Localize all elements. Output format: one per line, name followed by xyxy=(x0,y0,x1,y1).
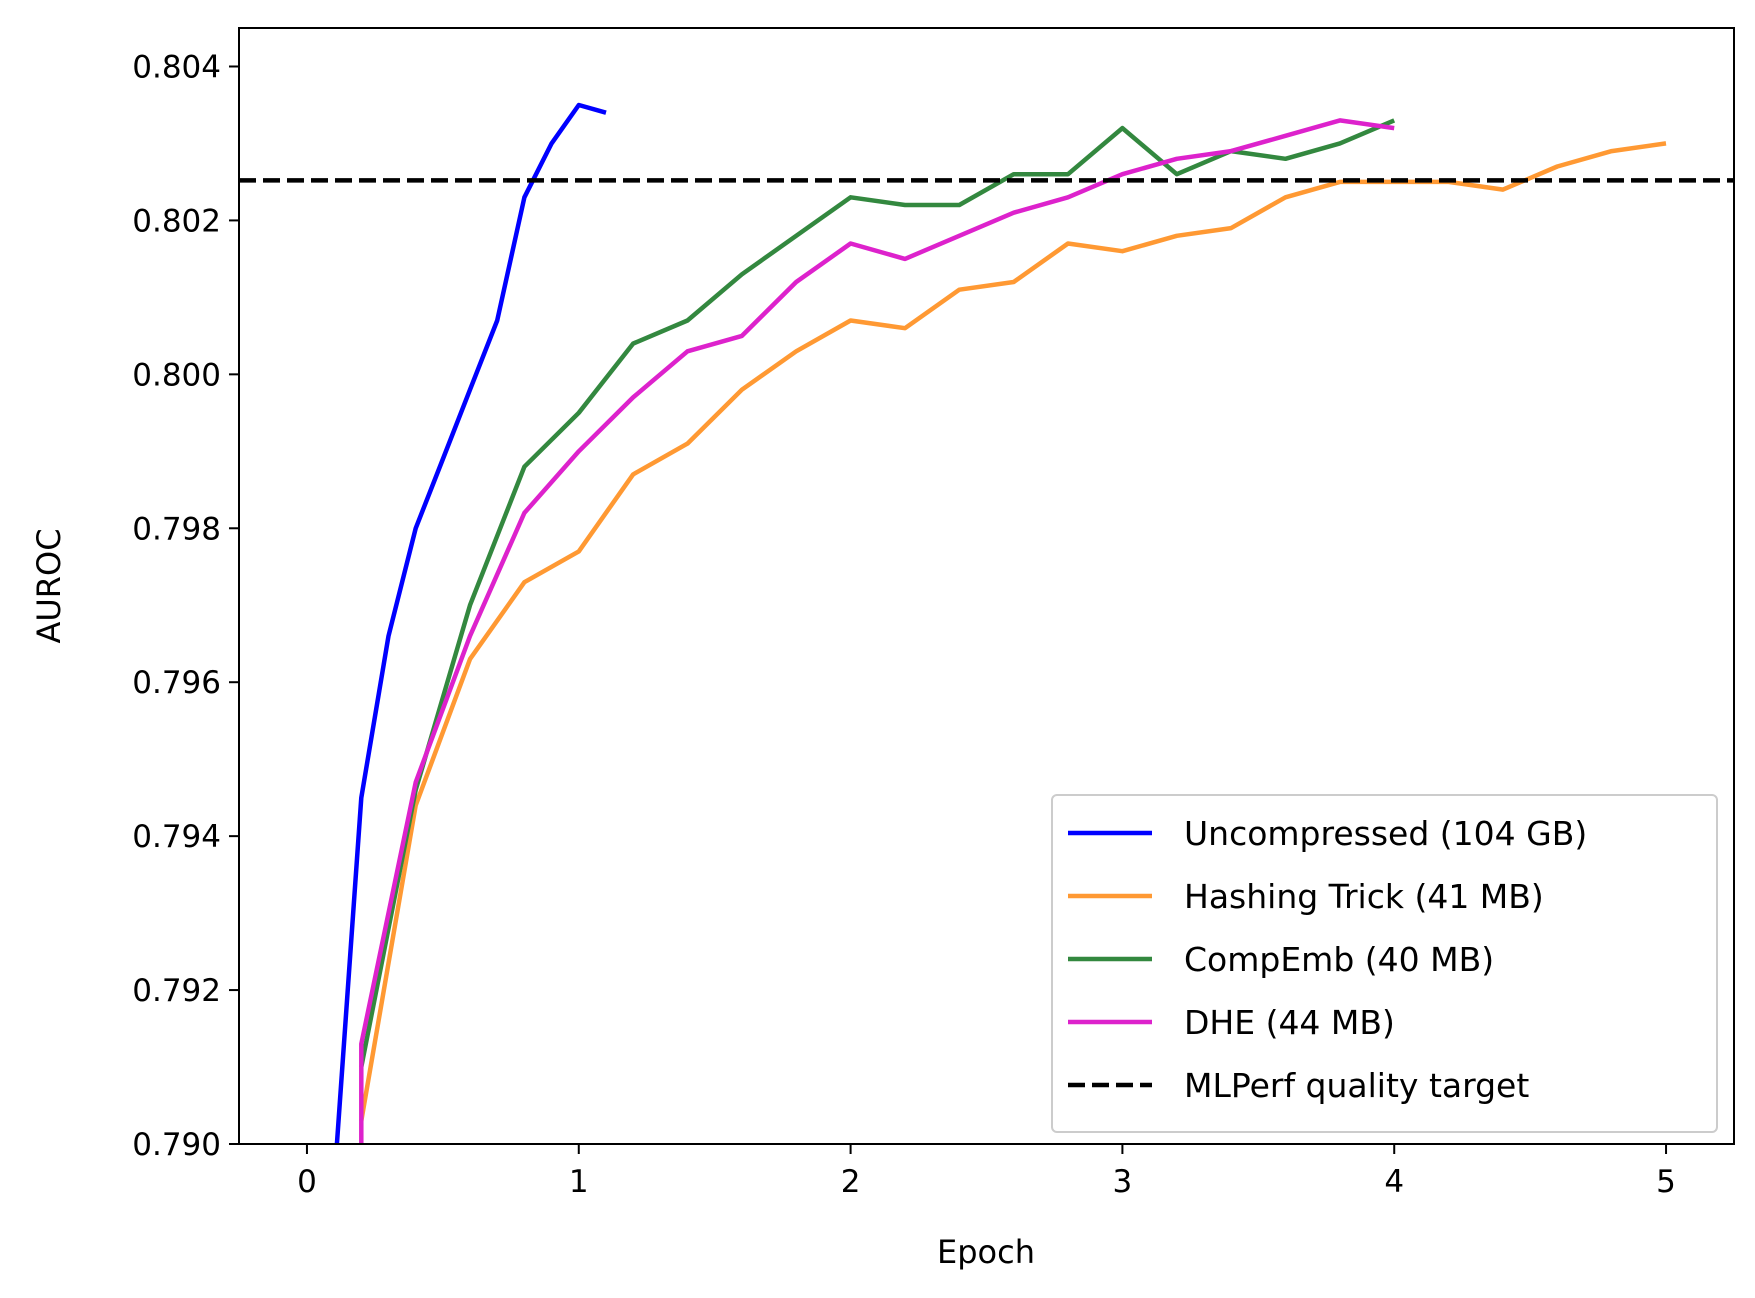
legend-label-hashing-trick-41-mb: Hashing Trick (41 MB) xyxy=(1184,877,1544,916)
x-tick-label: 4 xyxy=(1384,1164,1404,1200)
legend-label-dhe-44-mb: DHE (44 MB) xyxy=(1184,1003,1395,1042)
legend-label-uncompressed-104-gb: Uncompressed (104 GB) xyxy=(1184,814,1587,853)
y-tick-label: 0.798 xyxy=(132,511,221,547)
legend-label-mlperf-quality-target: MLPerf quality target xyxy=(1184,1066,1529,1105)
legend-box xyxy=(1051,794,1718,1133)
x-tick-label: 1 xyxy=(569,1164,589,1200)
series-line-dhe-44-mb xyxy=(359,118,1395,1144)
y-axis: 0.790 0.792 0.794 0.796 0.798 0.800 0.802 0.804 xyxy=(132,49,239,1163)
y-tick-label: 0.792 xyxy=(132,973,221,1009)
y-tick-label: 0.790 xyxy=(132,1127,221,1163)
x-axis-label: Epoch xyxy=(937,1233,1035,1271)
plot-frame xyxy=(238,27,1735,1145)
y-tick-label: 0.796 xyxy=(132,665,221,701)
y-tick-label: 0.800 xyxy=(132,357,221,393)
y-tick-label: 0.804 xyxy=(132,49,221,85)
y-tick-label: 0.802 xyxy=(132,203,221,239)
y-axis-label: AUROC xyxy=(30,528,68,643)
x-axis: 0 1 2 3 4 5 xyxy=(297,1144,1676,1200)
legend-label-compemb-40-mb: CompEmb (40 MB) xyxy=(1184,940,1494,979)
x-tick-label: 5 xyxy=(1656,1164,1676,1200)
x-tick-label: 0 xyxy=(297,1164,317,1200)
y-tick-label: 0.794 xyxy=(132,819,221,855)
x-tick-label: 3 xyxy=(1113,1164,1133,1200)
series-line-uncompressed-104-gb xyxy=(334,102,607,1144)
x-tick-label: 2 xyxy=(841,1164,861,1200)
legend: Uncompressed (104 GB) Hashing Trick (41 M… xyxy=(1051,794,1718,1133)
series-line-compemb-40-mb xyxy=(359,118,1396,1068)
